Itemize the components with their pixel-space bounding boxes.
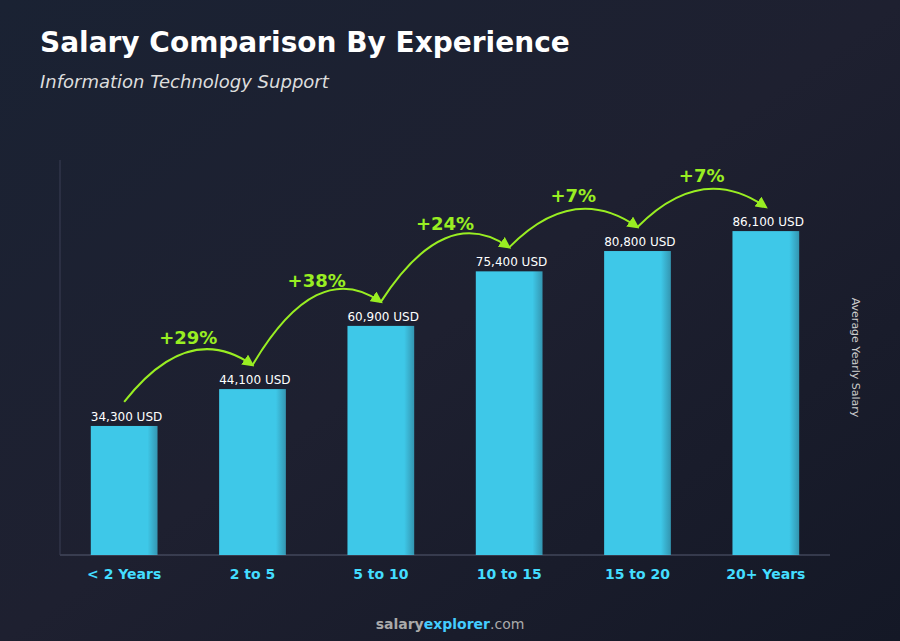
bar [91,426,158,555]
footer-part: .com [490,616,524,632]
x-tick-label: 15 to 20 [605,566,670,582]
bars [91,231,799,555]
x-tick-label: 2 to 5 [230,566,276,582]
annotation: +38% [288,270,346,291]
x-tick-label: 5 to 10 [353,566,409,582]
title: Salary Comparison By Experience [40,26,570,59]
value-label: 60,900 USD [347,310,418,324]
x-tick-label: 20+ Years [726,566,805,582]
bar [476,271,543,555]
x-tick-label: 10 to 15 [477,566,542,582]
x-axis-line [60,555,830,556]
annotation-arrow [124,349,252,402]
annotation: +24% [416,213,474,234]
annotation-arrow [638,189,766,227]
footer-part: salary [376,616,424,632]
subtitle: Information Technology Support [40,71,330,92]
background [0,0,900,641]
bar [347,326,414,555]
annotation: +7% [679,165,725,186]
bar [604,251,671,555]
y-axis-line [60,160,61,555]
chart: Salary Comparison By Experience Informati… [0,0,900,641]
footer-part: explorer [424,616,490,632]
value-label: 86,100 USD [732,215,803,229]
annotation: +7% [551,185,597,206]
bar [219,389,286,555]
x-tick-label: < 2 Years [87,566,161,582]
footer: salaryexplorer.com [376,616,525,632]
annotation-arrow [381,233,509,302]
value-label: 44,100 USD [219,373,290,387]
annotation-arrow [509,209,637,248]
annotation-arrow [253,289,381,365]
y-axis-label: Average Yearly Salary [849,298,862,418]
value-label: 75,400 USD [476,255,547,269]
annotation: +29% [159,327,217,348]
bar [732,231,799,555]
value-label: 80,800 USD [604,235,675,249]
value-label: 34,300 USD [91,410,162,424]
